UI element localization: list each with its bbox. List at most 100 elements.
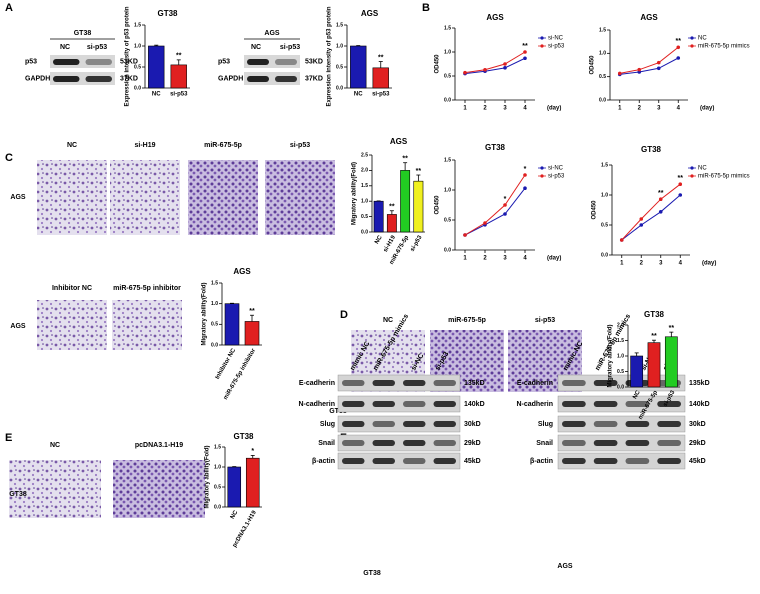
y-tick-label: 0.0 <box>444 97 451 103</box>
y-tick-label: 1.0 <box>617 353 624 359</box>
legend-marker <box>690 44 694 48</box>
y-tick-label: 0.5 <box>444 73 451 79</box>
band <box>342 401 365 407</box>
lane-label: NC <box>251 44 261 51</box>
significance: ** <box>522 43 528 50</box>
panel-letter: D <box>340 309 348 321</box>
band <box>433 380 456 386</box>
chart-title: GT38 <box>157 9 178 18</box>
y-axis-label: OD450 <box>590 55 596 75</box>
size-label: 45kD <box>464 458 481 465</box>
point <box>656 66 661 71</box>
column-label: si-p53 <box>535 317 555 324</box>
row-label: Slug <box>538 421 553 428</box>
x-axis-label: (day) <box>700 106 714 112</box>
band <box>625 401 650 407</box>
y-axis-label: OD450 <box>435 54 441 74</box>
legend-label: si-p53 <box>548 44 565 50</box>
band <box>247 59 269 65</box>
blot-title: AGS <box>264 30 280 37</box>
y-tick-label: 0.5 <box>134 64 141 70</box>
series-line <box>619 57 679 75</box>
x-tick-label: 2 <box>483 256 487 262</box>
band <box>625 421 650 427</box>
blot-title: GT38 <box>74 30 92 37</box>
band <box>593 421 618 427</box>
x-tick-label: NC <box>632 389 642 400</box>
bar <box>373 200 384 233</box>
band <box>342 458 365 464</box>
bar <box>170 64 187 89</box>
point <box>523 173 527 177</box>
band <box>85 59 112 65</box>
size-label: 45kD <box>689 458 706 465</box>
x-tick-label: NC <box>152 92 161 98</box>
point <box>676 45 681 50</box>
bar <box>245 457 260 508</box>
bar <box>244 321 260 346</box>
point <box>523 50 527 54</box>
significance: ** <box>378 54 384 61</box>
blot-title: GT38 <box>363 570 381 577</box>
series-line <box>464 174 526 236</box>
x-tick-label: NC <box>354 92 363 98</box>
chart-title: GT38 <box>641 145 662 154</box>
bar <box>664 336 678 388</box>
legend-marker <box>690 174 694 178</box>
column-label: Inhibitor NC <box>52 285 92 292</box>
y-tick-label: 1.5 <box>601 162 608 168</box>
x-tick-label: si-p53 <box>410 234 424 253</box>
size-label: 53KD <box>120 58 138 65</box>
bar <box>227 466 242 508</box>
size-label: 135kD <box>689 380 710 387</box>
band <box>625 458 650 464</box>
significance: ** <box>669 325 675 332</box>
significance: ** <box>249 308 255 315</box>
point <box>503 203 507 207</box>
micrograph <box>9 460 101 518</box>
band <box>433 421 456 427</box>
significance: * <box>504 196 507 203</box>
significance: ** <box>676 38 682 45</box>
y-tick-label: 0.5 <box>361 214 368 220</box>
row-label: Snail <box>536 440 553 447</box>
legend-label: si-NC <box>548 36 564 42</box>
size-label: 37KD <box>120 75 138 82</box>
y-axis-label: Migratory ability(Fold) <box>205 445 211 508</box>
point <box>678 193 683 197</box>
band <box>403 440 426 446</box>
y-tick-label: 0.5 <box>211 322 218 328</box>
point <box>463 70 467 75</box>
row-label: N-cadherin <box>298 401 335 408</box>
row-label: β-actin <box>312 458 335 465</box>
band <box>657 440 681 446</box>
column-label: NC <box>50 442 60 449</box>
y-tick-label: 0.0 <box>444 247 451 253</box>
band <box>275 76 297 82</box>
panel-letter: C <box>5 152 13 164</box>
band <box>372 440 395 446</box>
series-line <box>621 194 681 241</box>
point <box>483 221 487 225</box>
y-tick-label: 0.0 <box>599 97 606 103</box>
blot-image <box>557 395 686 413</box>
band <box>657 458 681 464</box>
band <box>372 401 395 407</box>
significance: ** <box>389 204 395 211</box>
bar <box>630 355 644 388</box>
band <box>403 458 426 464</box>
y-tick-label: 0.5 <box>599 74 606 80</box>
y-tick-label: 0.0 <box>617 384 624 390</box>
y-tick-label: 1.5 <box>599 27 606 33</box>
point <box>678 182 683 186</box>
x-tick-label: NC <box>374 234 384 245</box>
y-tick-label: 1.5 <box>617 338 624 344</box>
y-tick-label: 0.5 <box>444 217 451 223</box>
significance: * <box>251 448 254 455</box>
band <box>372 380 395 386</box>
y-tick-label: 1.5 <box>214 444 221 450</box>
y-tick-label: 0.5 <box>336 64 343 70</box>
panel-letter: B <box>422 2 430 14</box>
series-line <box>464 57 526 75</box>
